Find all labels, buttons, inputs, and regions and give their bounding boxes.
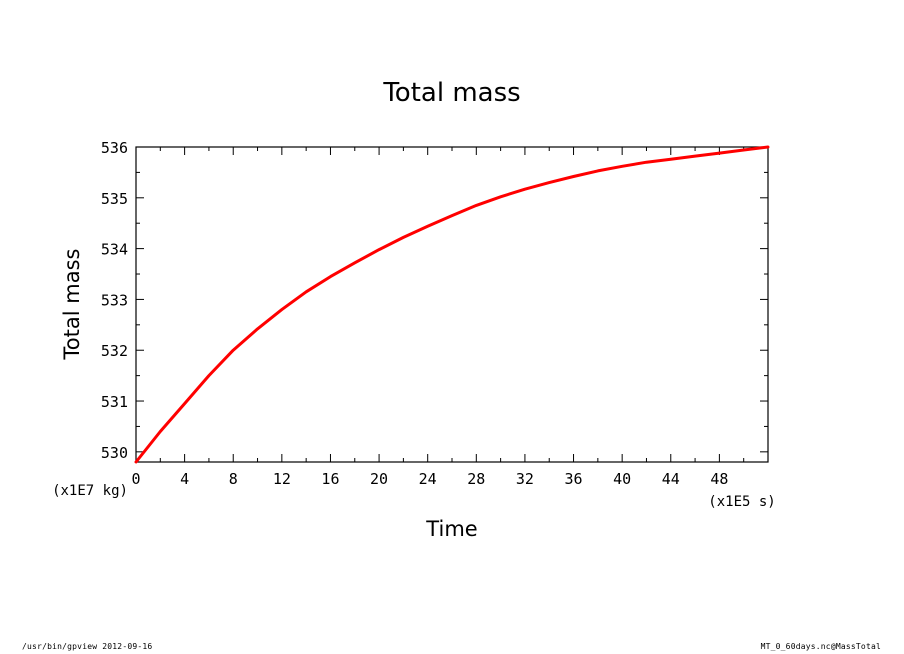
chart-title: Total mass (382, 78, 520, 108)
x-tick-label: 44 (662, 470, 680, 488)
x-tick-label: 20 (370, 470, 388, 488)
x-tick-label: 48 (710, 470, 728, 488)
y-tick-label: 535 (101, 190, 128, 208)
y-tick-label: 530 (101, 444, 128, 462)
x-tick-label: 4 (180, 470, 189, 488)
footer-source-file: MT_0_60days.nc@MassTotal (760, 642, 881, 651)
y-tick-label: 531 (101, 393, 128, 411)
y-tick-label: 532 (101, 342, 128, 360)
x-unit-label: (x1E5 s) (708, 494, 775, 510)
x-tick-label: 12 (273, 470, 291, 488)
series-line (134, 145, 770, 464)
x-tick-label: 0 (131, 470, 140, 488)
y-tick-label: 534 (101, 241, 128, 259)
x-tick-label: 16 (321, 470, 339, 488)
x-tick-label: 32 (516, 470, 534, 488)
x-tick-label: 40 (613, 470, 631, 488)
x-axis-label: Time (425, 517, 477, 541)
y-tick-label: 533 (101, 291, 128, 309)
y-axis-label: Total mass (60, 249, 84, 361)
x-tick-label: 8 (229, 470, 238, 488)
plot-area: 0 4 8 12 16 20 24 28 32 36 40 44 4853053153253353453… (101, 139, 770, 488)
y-tick-label: 536 (101, 139, 128, 157)
x-tick-label: 28 (467, 470, 485, 488)
x-tick-label: 36 (565, 470, 583, 488)
x-tick-label: 24 (419, 470, 437, 488)
footer-program-date: /usr/bin/gpview 2012-09-16 (22, 642, 153, 651)
y-unit-label: (x1E7 kg) (52, 483, 128, 499)
plot-frame (135, 146, 769, 463)
